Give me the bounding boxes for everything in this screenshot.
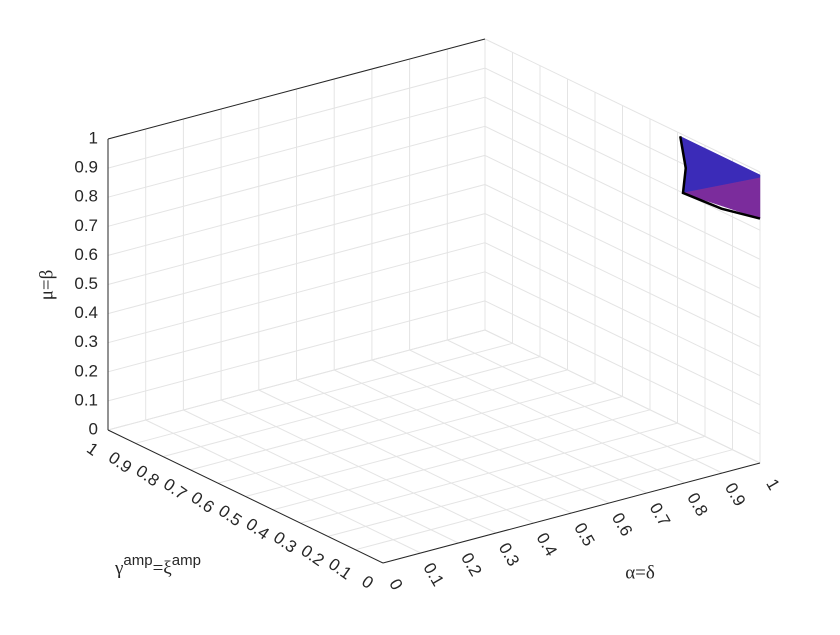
x-tick-label: 0.2 (457, 550, 485, 580)
grid-line (484, 96, 761, 231)
x-tick-label: 0.8 (683, 490, 711, 520)
x-tick-label: 0.9 (721, 480, 749, 510)
grid-line (327, 435, 706, 537)
grid-line (484, 184, 761, 318)
grid-line (107, 67, 486, 169)
grid-line (107, 271, 486, 373)
grid-line (484, 154, 761, 289)
y-axis-line (107, 429, 384, 564)
x-tick-label: 0.1 (419, 560, 447, 590)
y-tick-label: 0.5 (215, 501, 245, 530)
z-axis-label: μ=β (36, 270, 57, 301)
y-tick-label: 0.2 (297, 541, 327, 570)
x-tick-label: 1 (762, 476, 783, 494)
grid-line (484, 125, 761, 260)
y-label-part: =ξ (153, 558, 173, 579)
y-tick-label: 0.1 (325, 554, 355, 583)
x-tick-label: 0.4 (533, 530, 561, 560)
z-tick-label: 0.5 (74, 274, 98, 293)
x-tick-label: 0.3 (495, 540, 523, 570)
z-tick-label: 0.1 (74, 390, 98, 409)
x-axis-label: α=δ (625, 562, 655, 583)
surface-patch (682, 177, 761, 219)
x-tick-label: 0.6 (608, 510, 636, 540)
grid-line (245, 396, 623, 497)
z-tick-label: 1 (89, 128, 98, 147)
z-tick-label: 0.8 (74, 187, 98, 206)
grid-line (107, 242, 486, 344)
grid-line (162, 356, 541, 458)
x-tick-label: 0.7 (646, 500, 674, 530)
y-tick-label: 0.4 (242, 514, 272, 543)
grid-line (107, 300, 486, 402)
grid-line (107, 96, 486, 198)
grid-line (107, 154, 486, 256)
y-label-sup: amp (123, 552, 152, 569)
y-tick-label: 0.3 (270, 528, 300, 557)
grid-line (300, 422, 678, 524)
z-tick-label: 0.7 (74, 216, 98, 235)
grid-line (484, 329, 761, 464)
surface-boundary (679, 136, 761, 220)
y-axis-label: γamp=ξamp (114, 552, 201, 579)
grid-line (107, 329, 486, 431)
y-label-sup: amp (172, 552, 201, 569)
grid-line (107, 213, 486, 315)
z-tick-label: 0.9 (74, 158, 98, 177)
grid-line (484, 242, 761, 377)
grid-line (484, 300, 761, 435)
y-tick-label: 0.8 (132, 461, 162, 490)
x-tick-label: 0 (385, 576, 406, 594)
grid-line (107, 184, 486, 285)
z-tick-label: 0 (89, 419, 98, 438)
y-tick-label: 0 (358, 572, 377, 593)
y-tick-label: 0.6 (187, 488, 217, 517)
y-tick-label: 1 (83, 439, 102, 460)
y-tick-label: 0.9 (105, 448, 135, 477)
grid-line (484, 38, 761, 173)
grid-line (135, 342, 513, 444)
z-tick-label: 0.6 (74, 245, 98, 264)
box-edge (107, 38, 486, 140)
grid-line (190, 369, 568, 471)
x-tick-label: 0.5 (570, 520, 598, 550)
y-tick-label: 0.7 (160, 475, 190, 504)
grid-line (217, 382, 596, 484)
z-tick-label: 0.2 (74, 361, 98, 380)
grid-line (484, 271, 761, 406)
z-tick-label: 0.4 (74, 303, 98, 322)
grid-line (355, 449, 733, 551)
x-axis-line (382, 462, 761, 564)
grid-line (107, 125, 486, 227)
grid-line (272, 409, 651, 511)
grid-line (484, 213, 761, 348)
y-label-part: γ (114, 558, 123, 579)
z-tick-label: 0.3 (74, 332, 98, 351)
